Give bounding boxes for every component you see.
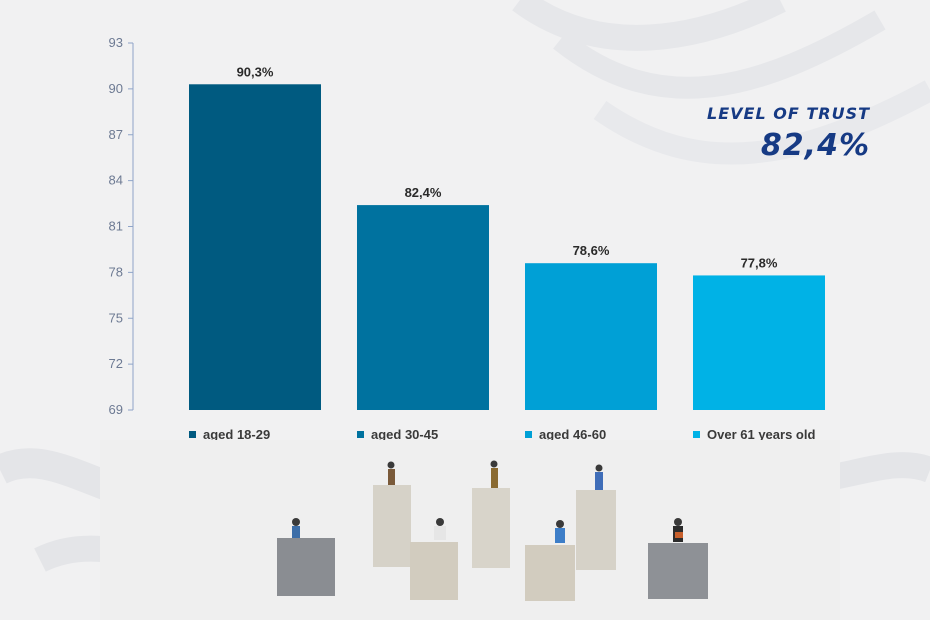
- miniature-people-photo: [100, 440, 840, 620]
- grey-block: [648, 543, 708, 599]
- bar: [357, 205, 489, 410]
- y-tick-label: 69: [109, 402, 123, 417]
- wood-block: [576, 490, 616, 570]
- bar-value-label: 78,6%: [573, 243, 610, 258]
- bar-value-label: 82,4%: [405, 185, 442, 200]
- bar: [525, 263, 657, 410]
- grey-block: [277, 538, 335, 596]
- legend-label: Over 61 years old: [707, 427, 815, 442]
- legend-label: aged 18-29: [203, 427, 270, 442]
- legend-label: aged 46-60: [539, 427, 606, 442]
- wood-block: [525, 545, 575, 601]
- figure-icon: [292, 460, 683, 543]
- wood-block: [373, 485, 411, 567]
- wood-block: [472, 488, 510, 568]
- y-tick-label: 75: [109, 310, 123, 325]
- legend-swatch: [693, 431, 700, 438]
- bar-value-label: 77,8%: [741, 255, 778, 270]
- legend-swatch: [525, 431, 532, 438]
- y-tick-label: 87: [109, 127, 123, 142]
- y-tick-label: 78: [109, 264, 123, 279]
- y-tick-label: 90: [109, 81, 123, 96]
- y-tick-label: 93: [109, 35, 123, 50]
- legend-swatch: [357, 431, 364, 438]
- y-tick-label: 72: [109, 356, 123, 371]
- bar: [189, 84, 321, 410]
- y-tick-label: 81: [109, 219, 123, 234]
- level-of-trust-label: LEVEL OF TRUST: [707, 104, 870, 123]
- legend: aged 18-29 aged 30-45 aged 46-60 Over 61 ye…: [189, 427, 815, 442]
- legend-swatch: [189, 431, 196, 438]
- wood-block: [410, 542, 458, 600]
- bars: [189, 84, 825, 410]
- level-of-trust-value: 82,4%: [760, 128, 870, 163]
- data-labels: 90,3% 82,4% 78,6% 77,8%: [237, 64, 778, 270]
- y-axis: 69 72 75 78 81 84 87 90 93: [109, 35, 134, 417]
- legend-label: aged 30-45: [371, 427, 438, 442]
- bar: [693, 275, 825, 410]
- bar-value-label: 90,3%: [237, 64, 274, 79]
- y-tick-label: 84: [109, 173, 123, 188]
